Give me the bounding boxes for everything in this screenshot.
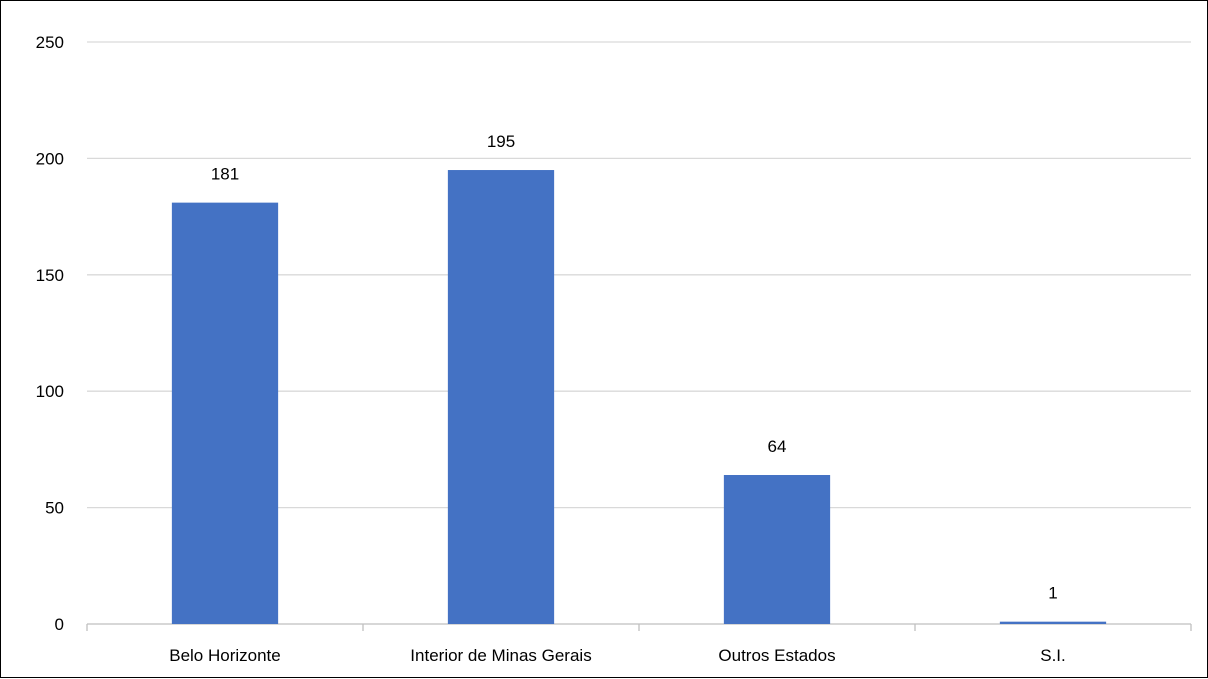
x-axis (86, 623, 1192, 631)
y-tick-label: 50 (45, 499, 64, 518)
bar (447, 170, 555, 625)
y-tick-label: 200 (36, 149, 64, 168)
y-tick-label: 100 (36, 382, 64, 401)
y-axis-ticks: 0 50 100 150 200 250 (36, 33, 64, 634)
bar (723, 475, 831, 624)
data-labels: 181 195 64 1 (211, 132, 1058, 603)
y-tick-label: 150 (36, 266, 64, 285)
bar (171, 202, 279, 624)
x-tick-label: Belo Horizonte (169, 646, 281, 665)
data-label: 195 (487, 132, 515, 151)
bars (171, 170, 1107, 625)
data-label: 64 (768, 437, 787, 456)
data-label: 1 (1048, 584, 1057, 603)
y-tick-label: 250 (36, 33, 64, 52)
x-tick-label: S.I. (1040, 646, 1066, 665)
x-tick-label: Outros Estados (718, 646, 835, 665)
x-tick-label: Interior de Minas Gerais (410, 646, 591, 665)
y-tick-label: 0 (55, 615, 64, 634)
data-label: 181 (211, 165, 239, 184)
x-axis-ticks: Belo Horizonte Interior de Minas Gerais Ou… (169, 646, 1066, 665)
bar (999, 621, 1107, 624)
